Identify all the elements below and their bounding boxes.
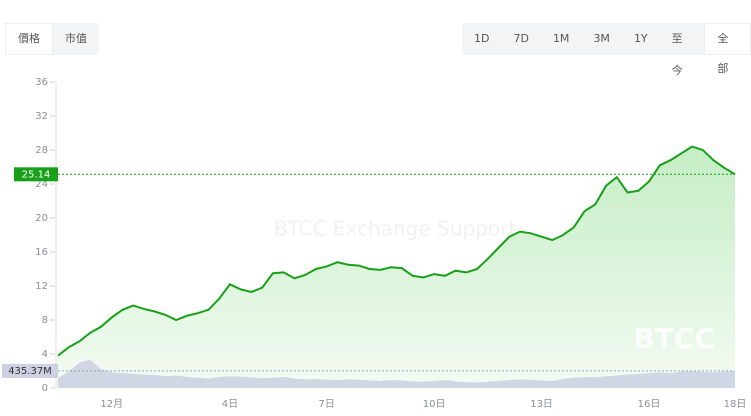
tab[interactable]: 至今 [671,32,683,77]
price-line [57,145,736,357]
y-tick-label: 16 [35,247,48,258]
tab[interactable]: 市值 [65,32,87,45]
logo: BTCC [633,322,715,355]
tab[interactable]: 7D [513,32,529,45]
x-tick-label: 12月 [100,398,123,410]
x-tick-label: 10日 [423,399,446,410]
volume-area [58,359,735,388]
y-tick-label: 36 [35,77,48,88]
x-tick-label: 16日 [638,399,661,410]
price-label: 25.14 [22,169,51,180]
x-tick-label: 18日 [724,399,747,410]
volume-label-bg [2,363,58,378]
y-tick-label: 20 [35,213,48,224]
y-tick-label: 32 [35,111,48,122]
y-tick-label: 8 [42,315,48,326]
tab[interactable]: 1D [474,32,490,45]
range-tab-group: 1D 7D 1M 3M 1Y 至今 全部 [462,23,751,77]
x-tick-label: 13日 [530,399,553,410]
price-area [58,146,735,388]
y-tick-label: 12 [35,281,48,292]
y-tick-label: 28 [35,145,48,156]
y-tick-label: 4 [42,349,48,360]
price-label-bg [14,167,58,182]
x-tick-label: 4日 [222,399,238,410]
watermark: BTCC Exchange Support [274,217,516,241]
tab[interactable]: 1M [552,32,570,45]
y-tick-label: 0 [42,383,48,394]
volume-label: 435.37M [8,366,52,377]
y-tick-label: 24 [35,179,48,190]
tab[interactable]: 3M [593,32,610,45]
x-tick-label: 7日 [318,399,334,410]
tab[interactable]: 1Y [633,32,648,45]
tab-group: 價格 市值 [5,23,99,55]
tab[interactable]: 價格 [5,23,53,55]
